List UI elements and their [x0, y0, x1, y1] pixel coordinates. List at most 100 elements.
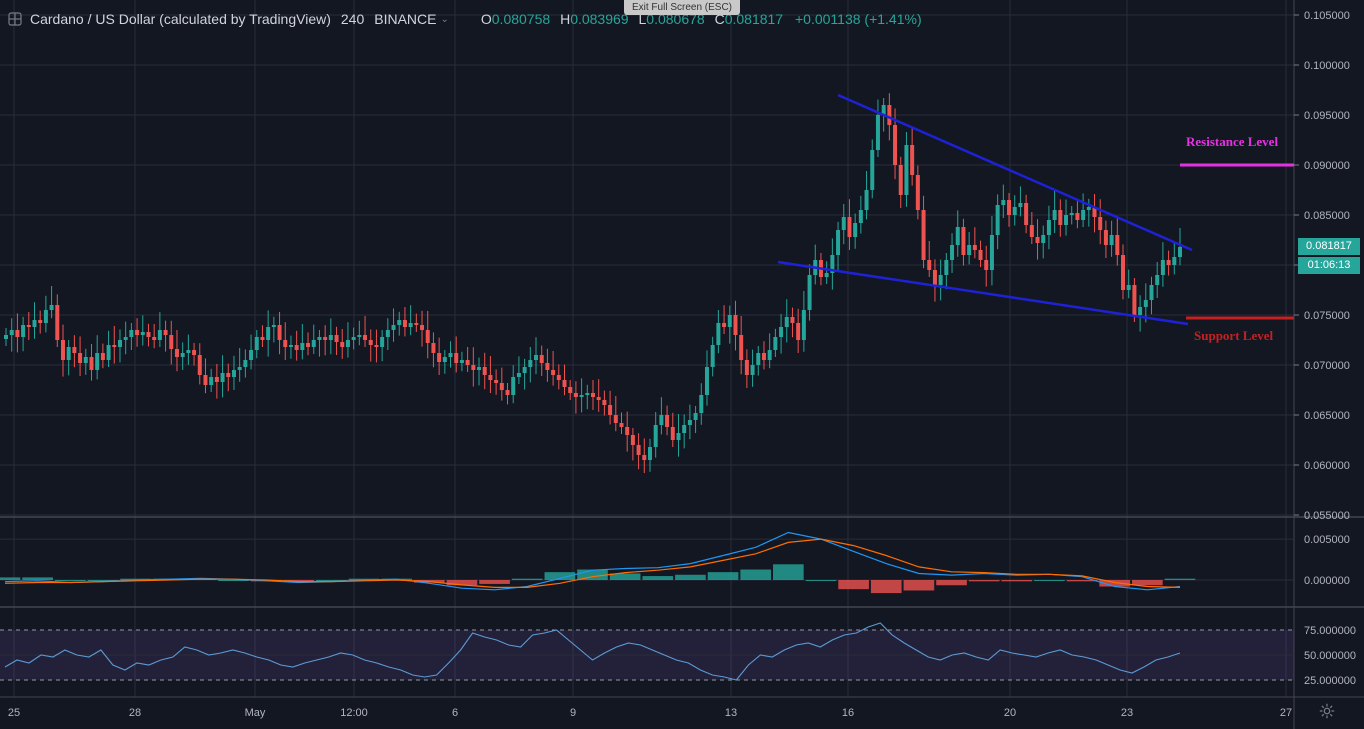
x-tick-label: 16 — [842, 707, 854, 719]
candle-body — [704, 367, 709, 395]
candle-body — [1172, 257, 1177, 265]
macd-histogram-bar — [577, 569, 608, 580]
candle-body — [152, 337, 157, 340]
candle-body — [249, 350, 254, 360]
macd-histogram-bar — [773, 564, 804, 580]
candle-body — [807, 275, 812, 310]
candle-body — [562, 380, 567, 387]
x-tick-label: 27 — [1280, 707, 1292, 719]
candle-body — [932, 270, 937, 285]
candle-body — [881, 105, 886, 115]
candle-body — [368, 340, 373, 345]
symbol-title[interactable]: Cardano / US Dollar (calculated by Tradi… — [30, 11, 331, 27]
macd-histogram-bar — [642, 576, 674, 580]
candle-body — [659, 415, 664, 425]
candle-body — [448, 353, 453, 357]
gear-icon[interactable] — [1318, 702, 1336, 720]
candle-body — [180, 353, 185, 357]
candle-body — [1052, 210, 1057, 220]
candle-body — [345, 340, 350, 347]
high-value: 0.083969 — [570, 11, 629, 27]
candle-body — [49, 305, 54, 310]
candle-body — [100, 353, 105, 360]
candle-body — [665, 415, 670, 427]
candle-body — [38, 320, 43, 323]
open-value: 0.080758 — [491, 11, 551, 27]
candle-body — [619, 423, 624, 427]
candle-body — [471, 365, 476, 370]
candle-body — [625, 427, 630, 435]
candle-body — [796, 323, 801, 340]
time-axis: 25 28 May 12:00 6 9 13 16 20 23 27 — [8, 707, 1292, 719]
candle-body — [283, 340, 288, 347]
candle-body — [1018, 203, 1023, 207]
candle-body — [875, 115, 880, 150]
candle-body — [174, 349, 179, 357]
candle-body — [420, 325, 425, 330]
candle-body — [397, 320, 402, 325]
macd-histogram-bar — [740, 569, 772, 580]
x-tick-label: 9 — [570, 707, 576, 719]
timeframe[interactable]: 240 — [340, 11, 365, 27]
candle-body — [915, 175, 920, 210]
candle-body — [26, 325, 31, 327]
candle-body — [237, 367, 242, 370]
candle-body — [750, 365, 755, 375]
candle-body — [209, 377, 214, 385]
macd-histogram-bar — [1099, 580, 1131, 587]
candle-body — [864, 190, 869, 210]
candle-body — [1132, 285, 1137, 315]
candle-body — [1115, 235, 1120, 255]
signal-line — [4, 538, 1181, 588]
chevron-down-icon[interactable]: ⌄ — [440, 13, 449, 25]
candle-body — [328, 335, 333, 340]
candle-body — [260, 337, 265, 340]
candle-body — [539, 355, 544, 363]
candle-body — [779, 327, 784, 337]
upper-trendline[interactable] — [837, 93, 1193, 252]
candle-body — [391, 325, 396, 330]
macd-histogram-bar — [609, 573, 641, 580]
candle-body — [231, 370, 236, 377]
candle-body — [972, 245, 977, 250]
macd-histogram-bar — [936, 580, 967, 586]
lower-trendline[interactable] — [777, 260, 1189, 326]
candle-body — [15, 330, 20, 337]
rsi-tick-label: 25.000000 — [1304, 675, 1356, 687]
candle-body — [699, 395, 704, 413]
support-label: Support Level — [1194, 328, 1274, 343]
candle-body — [1103, 230, 1108, 245]
candle-body — [1121, 255, 1126, 290]
x-tick-label: 6 — [452, 707, 458, 719]
rsi-line — [4, 622, 1181, 681]
candle-body — [323, 337, 328, 340]
candle-body — [95, 353, 100, 370]
candle-body — [32, 320, 37, 327]
candle-body — [66, 347, 71, 360]
candle-body — [1035, 237, 1040, 243]
candle-body — [60, 340, 65, 360]
drawings — [777, 93, 1294, 326]
chart-layout-icon[interactable] — [8, 12, 22, 26]
candle-body — [984, 260, 989, 270]
exit-fullscreen-button[interactable]: Exit Full Screen (ESC) — [624, 0, 740, 15]
candle-body — [853, 223, 858, 237]
high-key: H — [560, 11, 571, 27]
x-tick-label: 23 — [1121, 707, 1133, 719]
macd-histogram-bar — [968, 580, 1000, 582]
candle-body — [163, 330, 168, 335]
price-candles — [4, 93, 1182, 473]
macd-histogram-bar — [1164, 578, 1196, 580]
candle-body — [294, 345, 299, 350]
candle-body — [739, 335, 744, 360]
macd-histogram-bar — [120, 578, 151, 580]
exchange[interactable]: BINANCE — [374, 11, 437, 27]
y-tick-label: 0.095000 — [1304, 110, 1350, 122]
x-tick-label: 20 — [1004, 707, 1016, 719]
candle-body — [477, 367, 482, 370]
macd-histogram-bar — [903, 580, 935, 591]
open-key: O — [480, 11, 492, 27]
candle-body — [1149, 285, 1154, 300]
y-tick-label: 0.055000 — [1304, 510, 1350, 522]
